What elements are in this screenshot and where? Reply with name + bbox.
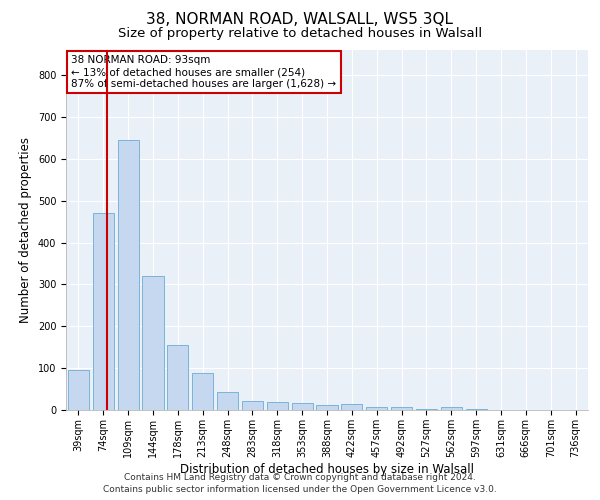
Text: Contains HM Land Registry data © Crown copyright and database right 2024.: Contains HM Land Registry data © Crown c…: [124, 472, 476, 482]
Bar: [242, 401, 263, 410]
Bar: [466, 409, 487, 410]
X-axis label: Distribution of detached houses by size in Walsall: Distribution of detached houses by size …: [180, 462, 474, 475]
Y-axis label: Number of detached properties: Number of detached properties: [19, 137, 32, 323]
Text: 38 NORMAN ROAD: 93sqm
← 13% of detached houses are smaller (254)
87% of semi-det: 38 NORMAN ROAD: 93sqm ← 13% of detached …: [71, 56, 337, 88]
Bar: [93, 214, 114, 410]
Bar: [316, 405, 338, 410]
Bar: [68, 370, 89, 410]
Text: Contains public sector information licensed under the Open Government Licence v3: Contains public sector information licen…: [103, 485, 497, 494]
Bar: [142, 276, 164, 410]
Bar: [341, 404, 362, 410]
Bar: [366, 407, 387, 410]
Bar: [167, 345, 188, 410]
Bar: [217, 392, 238, 410]
Text: 38, NORMAN ROAD, WALSALL, WS5 3QL: 38, NORMAN ROAD, WALSALL, WS5 3QL: [146, 12, 454, 28]
Bar: [118, 140, 139, 410]
Text: Size of property relative to detached houses in Walsall: Size of property relative to detached ho…: [118, 28, 482, 40]
Bar: [267, 402, 288, 410]
Bar: [391, 408, 412, 410]
Bar: [292, 403, 313, 410]
Bar: [416, 409, 437, 410]
Bar: [192, 373, 213, 410]
Bar: [441, 406, 462, 410]
